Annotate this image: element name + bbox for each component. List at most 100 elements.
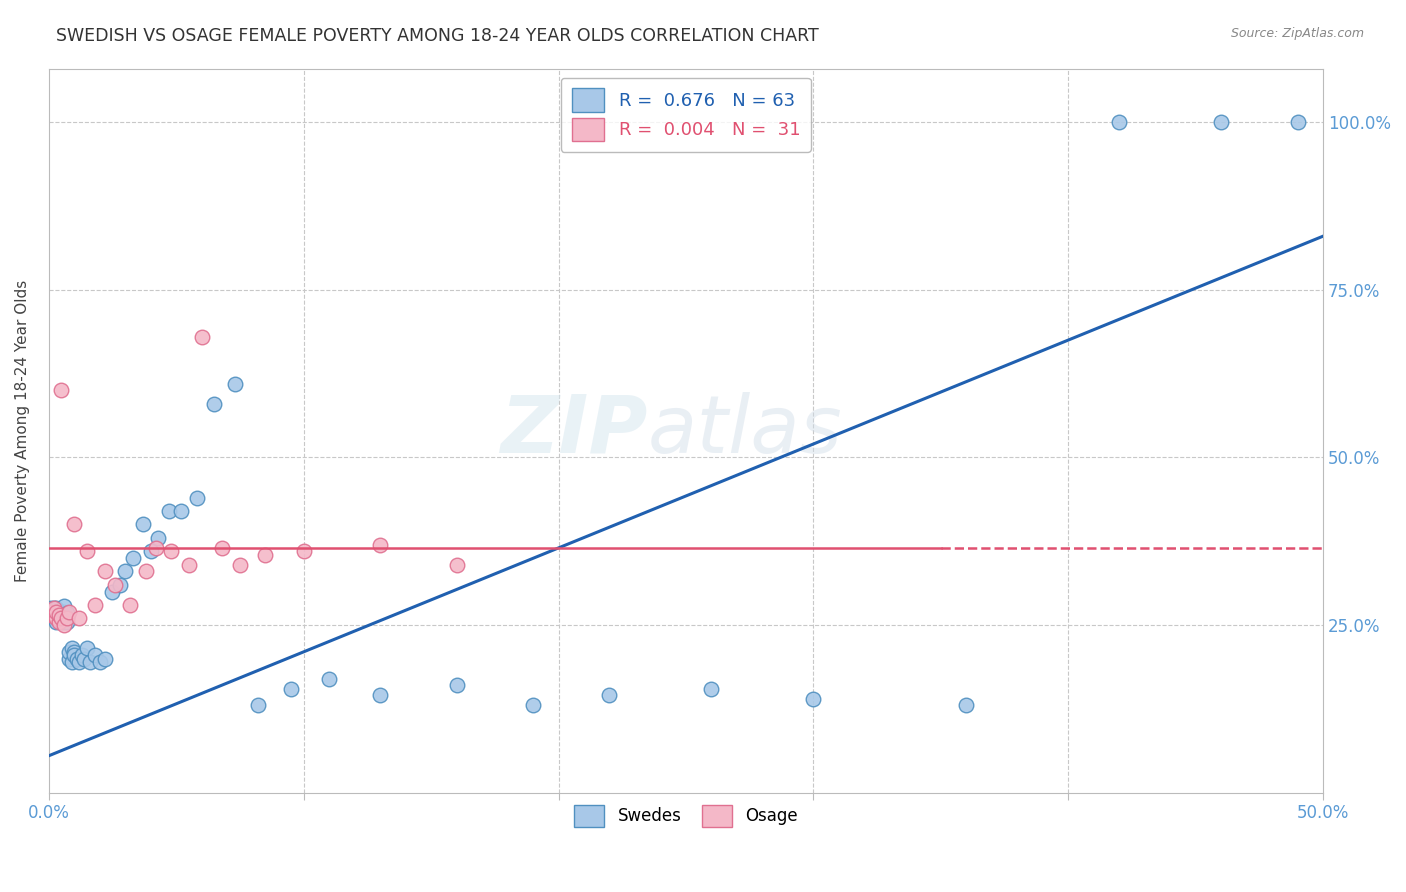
Point [120, 598, 142, 612]
Point [132, 517, 155, 532]
Point [190, 329, 212, 343]
Point [45, 605, 67, 619]
Point [60, 655, 83, 669]
Point [803, 691, 825, 706]
Point [45, 605, 67, 619]
Point [58, 651, 80, 665]
Point [58, 605, 80, 619]
Point [280, 681, 302, 696]
Point [446, 678, 468, 692]
Point [522, 698, 544, 713]
Point [66, 651, 89, 665]
Point [114, 565, 136, 579]
Point [157, 504, 180, 518]
Point [45, 611, 67, 625]
Point [446, 558, 468, 572]
Point [292, 544, 315, 558]
Point [39, 607, 62, 622]
Point [63, 648, 86, 663]
Point [42, 601, 65, 615]
Point [148, 531, 170, 545]
Point [55, 615, 77, 629]
Point [39, 605, 62, 619]
Point [204, 397, 226, 411]
Point [76, 544, 98, 558]
Point [83, 648, 105, 663]
Text: Source: ZipAtlas.com: Source: ZipAtlas.com [1230, 27, 1364, 40]
Point [45, 607, 67, 622]
Point [58, 645, 80, 659]
Point [108, 578, 131, 592]
Point [60, 641, 83, 656]
Y-axis label: Female Poverty Among 18-24 Year Olds: Female Poverty Among 18-24 Year Olds [15, 279, 30, 582]
Point [368, 538, 391, 552]
Point [104, 578, 127, 592]
Point [246, 698, 269, 713]
Point [53, 605, 76, 619]
Point [101, 584, 124, 599]
Point [53, 611, 76, 625]
Point [1286, 115, 1309, 129]
Point [51, 611, 73, 625]
Point [48, 607, 70, 622]
Point [45, 615, 67, 629]
Point [368, 689, 391, 703]
Point [42, 601, 65, 615]
Point [63, 645, 86, 659]
Point [186, 491, 208, 505]
Point [135, 565, 157, 579]
Point [73, 651, 96, 665]
Text: ZIP: ZIP [501, 392, 648, 469]
Point [224, 376, 246, 391]
Point [51, 384, 73, 398]
Point [48, 611, 70, 625]
Point [121, 551, 143, 566]
Point [51, 615, 73, 629]
Point [229, 558, 252, 572]
Point [51, 607, 73, 622]
Point [145, 541, 167, 555]
Point [89, 655, 111, 669]
Point [67, 611, 90, 625]
Point [1108, 115, 1130, 129]
Point [70, 648, 93, 663]
Point [94, 651, 117, 665]
Point [48, 607, 70, 622]
Point [83, 598, 105, 612]
Point [700, 681, 723, 696]
Point [48, 605, 70, 619]
Point [254, 548, 277, 562]
Point [211, 541, 233, 555]
Point [318, 672, 340, 686]
Point [160, 544, 183, 558]
Point [39, 601, 62, 615]
Point [53, 615, 76, 629]
Point [42, 605, 65, 619]
Point [51, 611, 73, 625]
Point [67, 655, 90, 669]
Point [94, 565, 117, 579]
Point [55, 606, 77, 620]
Point [55, 611, 77, 625]
Point [177, 558, 200, 572]
Point [598, 689, 620, 703]
Point [955, 698, 977, 713]
Point [51, 605, 73, 619]
Point [76, 641, 98, 656]
Point [39, 607, 62, 622]
Point [53, 618, 76, 632]
Point [48, 615, 70, 629]
Point [45, 601, 67, 615]
Legend: Swedes, Osage: Swedes, Osage [567, 797, 806, 835]
Point [63, 517, 86, 532]
Point [170, 504, 193, 518]
Point [55, 610, 77, 624]
Text: atlas: atlas [648, 392, 842, 469]
Point [42, 611, 65, 625]
Point [53, 599, 76, 614]
Point [42, 607, 65, 622]
Point [79, 655, 101, 669]
Point [1211, 115, 1233, 129]
Text: SWEDISH VS OSAGE FEMALE POVERTY AMONG 18-24 YEAR OLDS CORRELATION CHART: SWEDISH VS OSAGE FEMALE POVERTY AMONG 18… [56, 27, 818, 45]
Point [139, 544, 162, 558]
